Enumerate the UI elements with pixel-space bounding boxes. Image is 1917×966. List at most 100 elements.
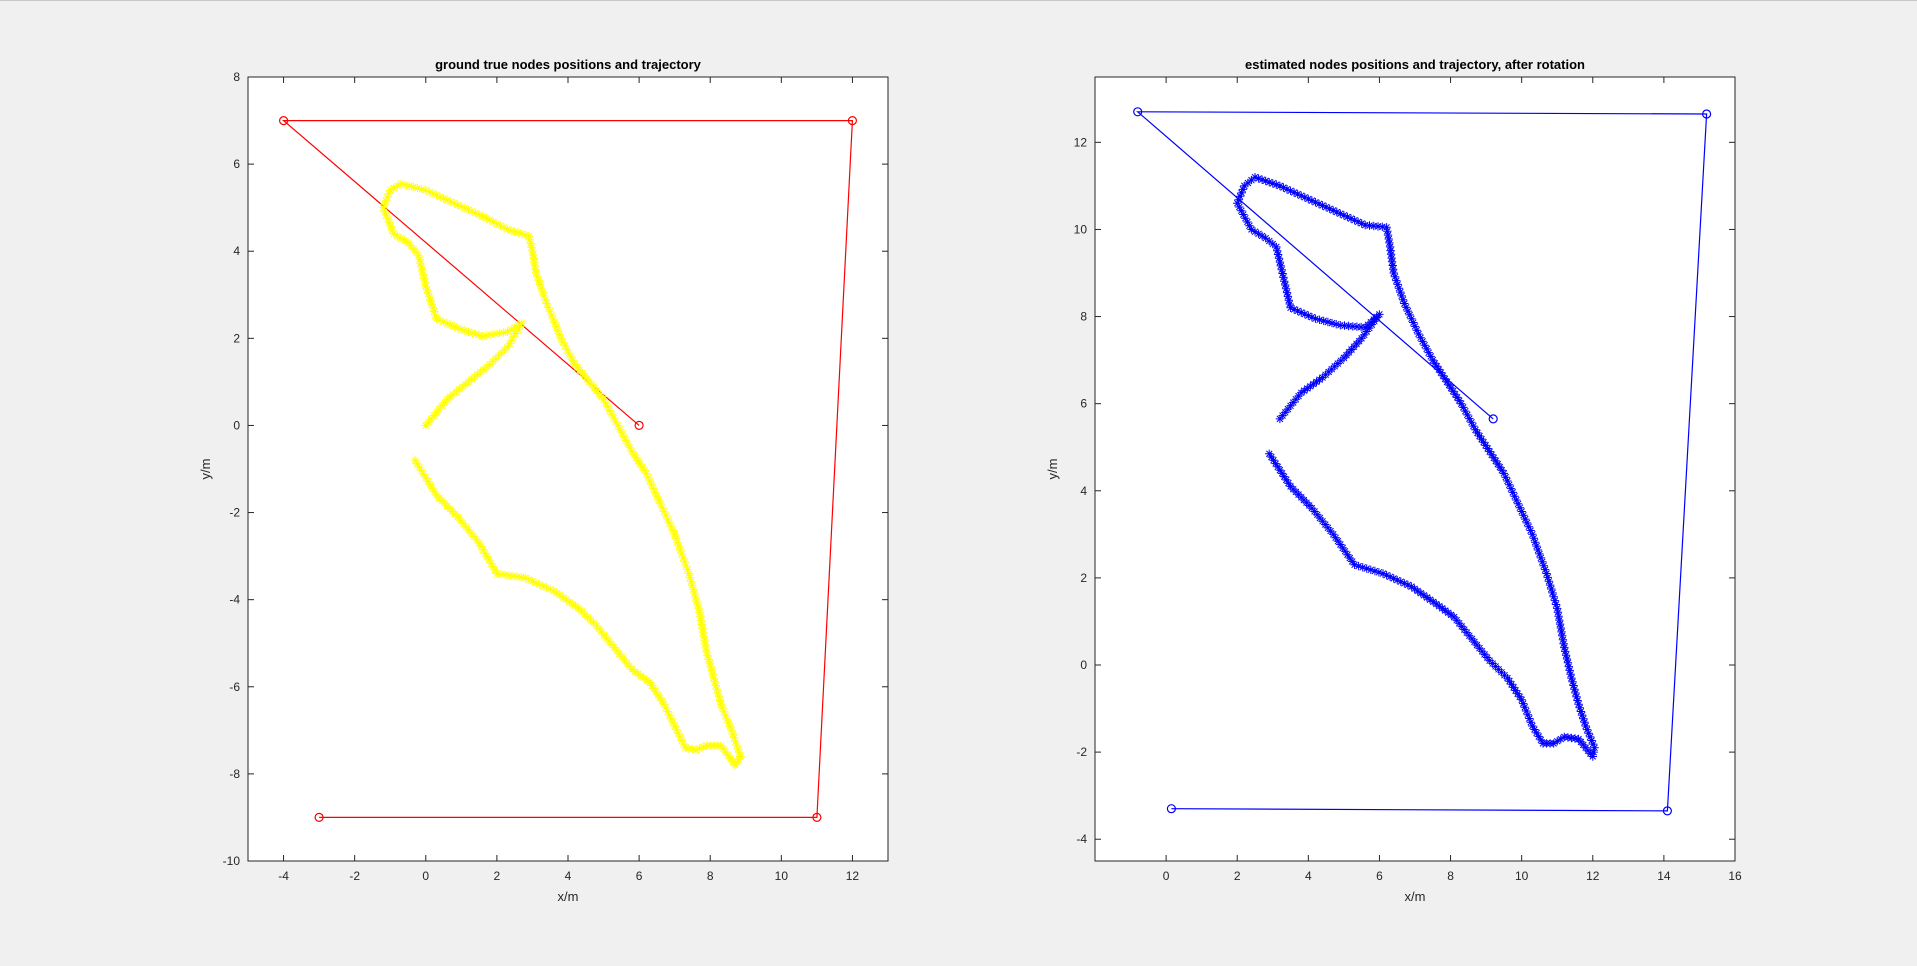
trajectory-point-ground-truth-31-2 <box>645 476 654 486</box>
trajectory-point-estimated-8-5 <box>1293 306 1302 316</box>
trajectory-point-ground-truth-25-5 <box>566 352 576 362</box>
plot-area-estimated[interactable] <box>1095 77 1735 861</box>
trajectory-point-ground-truth-38-1 <box>718 703 727 713</box>
node-marker-ground-truth-3 <box>812 812 822 823</box>
trajectory-point-estimated-29-3 <box>1477 434 1486 444</box>
trajectory-point-estimated-17-0 <box>1275 181 1285 191</box>
trajectory-point-ground-truth-54-2 <box>513 572 522 581</box>
trajectory-point-estimated-54-1 <box>1374 568 1384 577</box>
trajectory-point-estimated-39-4 <box>1587 736 1596 745</box>
trajectory-point-estimated-34-8 <box>1551 600 1561 609</box>
trajectory-point-estimated-37-0 <box>1567 673 1576 683</box>
trajectory-point-ground-truth-28-4 <box>607 410 616 419</box>
trajectory-point-estimated-23-1 <box>1390 272 1400 281</box>
trajectory-point-ground-truth-8-3 <box>446 320 455 330</box>
trajectory-point-ground-truth-47-5 <box>649 684 658 693</box>
trajectory-point-ground-truth-9-4 <box>427 300 436 309</box>
trajectory-point-estimated-46-5 <box>1520 703 1529 712</box>
trajectory-point-ground-truth-46-0 <box>670 721 679 731</box>
trajectory-point-ground-truth-31-4 <box>649 484 658 493</box>
trajectory-point-estimated-53-3 <box>1396 577 1405 586</box>
trajectory-point-ground-truth-33-4 <box>676 545 685 555</box>
trajectory-point-estimated-53-2 <box>1400 579 1409 588</box>
trajectory-point-estimated-53-1 <box>1403 580 1413 590</box>
trajectory-point-ground-truth-40-0 <box>736 752 745 761</box>
trajectory-point-ground-truth-45-5 <box>672 725 681 734</box>
trajectory-point-ground-truth-56-7 <box>456 516 465 525</box>
trajectory-point-estimated-35-1 <box>1553 608 1563 617</box>
trajectory-point-estimated-9-7 <box>1280 277 1289 286</box>
trajectory-point-ground-truth-34-4 <box>689 585 698 594</box>
trajectory-point-ground-truth-39-6 <box>735 748 744 757</box>
x-tick-label-ground-truth: 0 <box>422 869 429 883</box>
trajectory-point-ground-truth-16-2 <box>405 181 414 191</box>
trajectory-point-estimated-39-1 <box>1582 725 1592 734</box>
trajectory-point-ground-truth-17-7 <box>446 197 455 206</box>
chart-title-ground-truth: ground true nodes positions and trajecto… <box>435 57 702 72</box>
trajectory-point-ground-truth-44-0 <box>691 745 701 755</box>
trajectory-point-ground-truth-18-2 <box>457 202 466 211</box>
trajectory-point-ground-truth-53-4 <box>535 580 544 589</box>
trajectory-point-ground-truth-4-0 <box>503 342 512 352</box>
trajectory-point-ground-truth-33-9 <box>683 565 692 574</box>
trajectory-point-estimated-51-4 <box>1438 604 1447 613</box>
trajectory-point-ground-truth-22-2 <box>529 254 538 263</box>
trajectory-point-estimated-20-1 <box>1365 221 1374 230</box>
trajectory-point-estimated-34-2 <box>1544 577 1554 586</box>
trajectory-point-estimated-26-2 <box>1432 362 1441 371</box>
trajectory-point-estimated-22-4 <box>1387 257 1397 266</box>
trajectory-point-estimated-46-0 <box>1528 721 1537 731</box>
trajectory-point-ground-truth-36-0 <box>702 647 711 657</box>
x-axis-label-estimated: x/m <box>1405 889 1426 904</box>
node-connection-line-ground-truth <box>281 119 854 819</box>
trajectory-point-estimated-16-4 <box>1265 178 1274 187</box>
trajectory-point-ground-truth-29-5 <box>623 439 633 449</box>
trajectory-point-ground-truth-58-7 <box>417 466 426 475</box>
trajectory-point-estimated-19-2 <box>1339 211 1349 220</box>
trajectory-point-ground-truth-7-0 <box>478 332 487 341</box>
trajectory-point-estimated-24-0 <box>1400 299 1409 308</box>
trajectory-point-estimated-46-2 <box>1525 714 1534 723</box>
x-tick-label-ground-truth: 4 <box>565 869 572 883</box>
trajectory-point-estimated-37-5 <box>1572 692 1581 701</box>
trajectory-point-estimated-53-6 <box>1385 572 1395 581</box>
trajectory-point-ground-truth-34-6 <box>691 592 700 602</box>
trajectory-point-estimated-7-5 <box>1315 315 1324 324</box>
trajectory-point-ground-truth-10-4 <box>418 266 427 275</box>
trajectory-point-ground-truth-43-0 <box>702 741 711 750</box>
trajectory-point-ground-truth-36-4 <box>706 662 715 672</box>
trajectory-point-estimated-34-7 <box>1550 596 1560 605</box>
window-top-border <box>0 0 1917 1</box>
trajectory-point-estimated-54-5 <box>1358 563 1367 572</box>
trajectory-point-estimated-14-0 <box>1233 199 1242 208</box>
trajectory-point-estimated-17-4 <box>1289 188 1299 197</box>
trajectory-point-ground-truth-32-4 <box>663 514 672 524</box>
y-tick-label-estimated: 6 <box>1080 397 1087 411</box>
trajectory-point-ground-truth-39-0 <box>727 726 736 735</box>
x-tick-label-ground-truth: 2 <box>494 869 501 883</box>
plot-area-ground-truth[interactable] <box>248 77 888 861</box>
trajectory-point-ground-truth-17-3 <box>432 190 441 200</box>
trajectory-point-ground-truth-44-2 <box>684 744 694 753</box>
trajectory-point-ground-truth-19-3 <box>489 217 498 227</box>
trajectory-point-ground-truth-53-2 <box>542 583 551 592</box>
trajectory-point-ground-truth-34-1 <box>685 573 695 582</box>
trajectory-point-ground-truth-58-9 <box>413 459 422 468</box>
trajectory-point-ground-truth-24-5 <box>550 318 559 327</box>
trajectory-point-ground-truth-32-1 <box>658 503 667 512</box>
trajectory-point-ground-truth-58-4 <box>423 477 433 486</box>
trajectory-point-ground-truth-47-1 <box>657 696 667 706</box>
trajectory-point-ground-truth-43-1 <box>698 742 708 752</box>
trajectory-point-ground-truth-53-0 <box>549 586 558 596</box>
x-tick-label-ground-truth: 10 <box>775 869 789 883</box>
trajectory-point-estimated-52-7 <box>1410 584 1419 593</box>
trajectory-point-estimated-47-6 <box>1505 677 1514 686</box>
trajectory-point-estimated-1-5 <box>1312 377 1321 387</box>
trajectory-point-estimated-46-6 <box>1519 699 1528 708</box>
trajectory-point-ground-truth-55-5 <box>482 552 492 561</box>
y-tick-label-ground-truth: -4 <box>229 593 240 607</box>
trajectory-point-ground-truth-4-1 <box>505 339 514 348</box>
trajectory-point-ground-truth-32-6 <box>666 522 676 531</box>
trajectory-point-estimated-55-0 <box>1350 560 1359 569</box>
trajectory-point-estimated-34-3 <box>1545 580 1555 590</box>
